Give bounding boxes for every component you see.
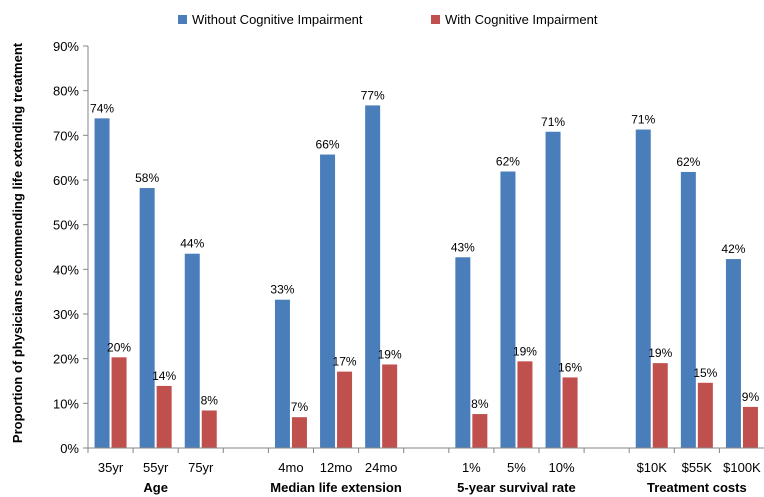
- bar-with-impairment: [337, 371, 353, 448]
- bar-without-impairment: [320, 154, 336, 449]
- bar-with-impairment: [201, 410, 217, 448]
- y-axis-title: Proportion of physicians recommending li…: [10, 42, 25, 443]
- data-label: 9%: [742, 390, 760, 404]
- y-tick-label: 70%: [53, 128, 79, 143]
- x-tick-label: 1%: [462, 460, 481, 475]
- bar-without-impairment: [139, 188, 155, 449]
- data-label: 62%: [676, 155, 700, 169]
- x-tick-label: 24mo: [365, 460, 398, 475]
- data-label: 20%: [107, 340, 131, 354]
- bar-without-impairment: [500, 171, 516, 448]
- y-axis: 0% 10% 20% 30% 40% 50% 60% 70% 80% 90%: [53, 39, 89, 456]
- data-label: 66%: [316, 138, 340, 152]
- data-label: 15%: [693, 366, 717, 380]
- y-tick-label: 0%: [60, 441, 79, 456]
- bar-without-impairment: [365, 105, 381, 448]
- data-label: 19%: [378, 347, 402, 361]
- y-tick-label: 10%: [53, 396, 79, 411]
- y-tick-label: 50%: [53, 218, 79, 233]
- x-tick-label: 5%: [507, 460, 526, 475]
- bar-with-impairment: [472, 414, 488, 448]
- y-tick-label: 80%: [53, 84, 79, 99]
- data-label: 7%: [291, 400, 309, 414]
- bar-without-impairment: [184, 253, 200, 448]
- x-group-label: 5-year survival rate: [457, 480, 576, 495]
- data-label: 62%: [496, 155, 520, 169]
- x-group-label: Median life extension: [270, 480, 402, 495]
- data-label: 16%: [558, 360, 582, 374]
- y-tick-label: 30%: [53, 307, 79, 322]
- x-tick-label: $10K: [637, 460, 668, 475]
- x-tick-label: 55yr: [143, 460, 169, 475]
- x-tick-label: 10%: [549, 460, 575, 475]
- data-label: 43%: [451, 240, 475, 254]
- x-group-label: Treatment costs: [647, 480, 747, 495]
- bar-without-impairment: [455, 257, 471, 448]
- data-label: 19%: [513, 344, 537, 358]
- data-label: 14%: [152, 369, 176, 383]
- x-tick-label: 75yr: [188, 460, 214, 475]
- bar-with-impairment: [697, 382, 713, 448]
- bar-with-impairment: [742, 406, 758, 448]
- x-tick-label: 12mo: [320, 460, 353, 475]
- bar-without-impairment: [545, 131, 561, 448]
- bar-with-impairment: [517, 361, 533, 448]
- x-tick-label: 35yr: [98, 460, 124, 475]
- data-label: 42%: [721, 242, 745, 256]
- bar-without-impairment: [274, 299, 290, 448]
- data-label: 71%: [631, 113, 655, 127]
- data-label: 8%: [471, 397, 489, 411]
- y-tick-label: 90%: [53, 39, 79, 54]
- data-label: 58%: [135, 171, 159, 185]
- x-tick-label: $55K: [682, 460, 713, 475]
- data-label: 77%: [361, 88, 385, 102]
- x-tick-label: $100K: [723, 460, 761, 475]
- bar-without-impairment: [635, 129, 651, 448]
- data-label: 33%: [270, 283, 294, 297]
- data-label: 19%: [648, 346, 672, 360]
- legend-label-without: Without Cognitive Impairment: [192, 12, 363, 27]
- legend: Without Cognitive Impairment With Cognit…: [178, 12, 598, 27]
- y-tick-label: 20%: [53, 352, 79, 367]
- bar-with-impairment: [156, 385, 172, 448]
- bar-with-impairment: [562, 377, 578, 448]
- legend-swatch-with: [431, 15, 440, 24]
- x-group-label: Age: [143, 480, 168, 495]
- data-label: 17%: [333, 355, 357, 369]
- bar-with-impairment: [382, 364, 398, 448]
- legend-swatch-without: [178, 15, 187, 24]
- bar-with-impairment: [111, 357, 127, 448]
- y-tick-label: 60%: [53, 173, 79, 188]
- legend-label-with: With Cognitive Impairment: [445, 12, 598, 27]
- data-label: 74%: [90, 101, 114, 115]
- bar-with-impairment: [652, 363, 668, 448]
- data-label: 44%: [180, 237, 204, 251]
- bar-without-impairment: [94, 118, 110, 449]
- bar-with-impairment: [291, 417, 307, 448]
- plot-area: 74% 20% 58% 14% 44% 8% 33% 7% 66% 17% 77% 19% 43% 8% 6…: [90, 88, 760, 449]
- bar-without-impairment: [725, 259, 741, 448]
- x-axis: 35yr 55yr 75yr Age 4mo 12mo 24mo Median life ex…: [87, 447, 764, 495]
- y-tick-label: 40%: [53, 262, 79, 277]
- data-label: 71%: [541, 115, 565, 129]
- bar-without-impairment: [680, 171, 696, 448]
- data-label: 8%: [201, 393, 219, 407]
- x-tick-label: 4mo: [278, 460, 303, 475]
